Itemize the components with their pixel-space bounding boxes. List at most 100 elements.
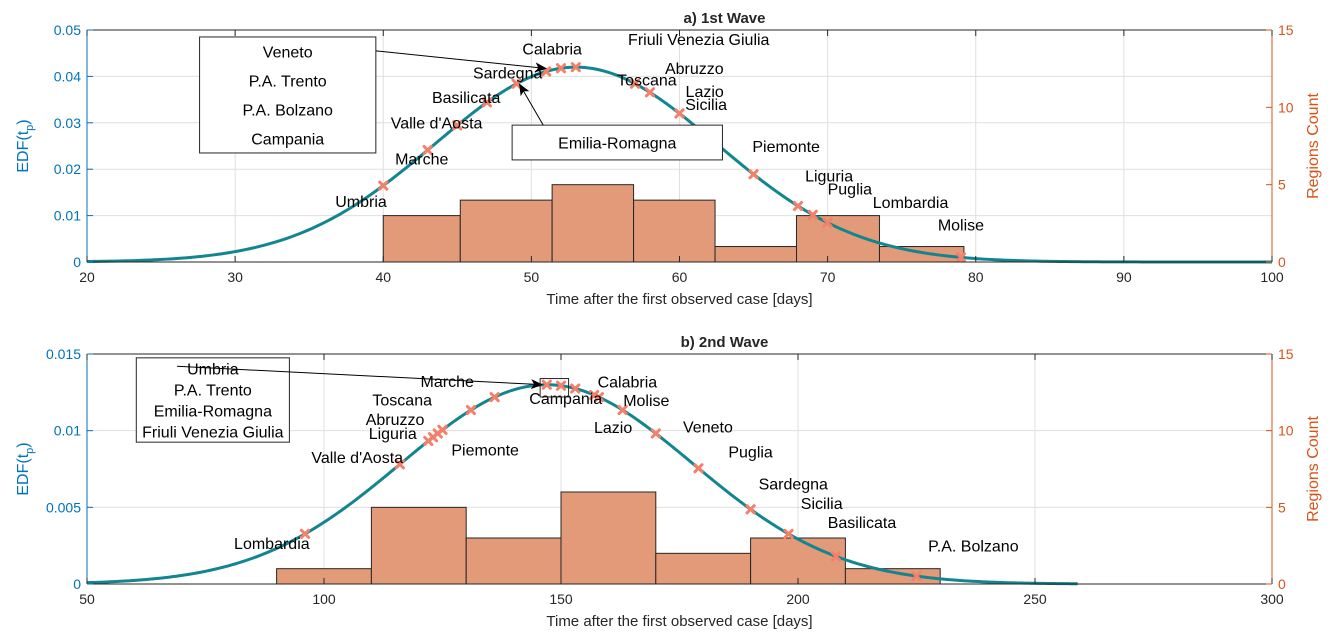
region-label: Lazio bbox=[686, 84, 724, 101]
region-marker bbox=[422, 144, 433, 156]
region-label: P.A. Bolzano bbox=[928, 538, 1019, 555]
region-label: Abruzzo bbox=[665, 61, 724, 78]
region-marker bbox=[452, 120, 463, 131]
region-label: Abruzzo bbox=[366, 412, 425, 429]
region-marker bbox=[693, 463, 704, 474]
region-label: Liguria bbox=[369, 426, 417, 443]
region-label: Toscana bbox=[372, 392, 432, 409]
region-marker bbox=[299, 528, 311, 539]
annotation-box-text: Campania bbox=[251, 131, 324, 148]
chart-first-wave: 20 30 40 50 60 70 80 90 10000.010.020.030.040.05… bbox=[15, 10, 1322, 308]
annotation-box-text: Friuli Venezia Giulia bbox=[142, 425, 284, 442]
annotation-arrow bbox=[519, 83, 544, 126]
region-label: Marche bbox=[395, 152, 448, 169]
x-tick-label: 200 bbox=[786, 591, 810, 607]
annotation-box-text: Emilia-Romagna bbox=[154, 404, 272, 421]
region-marker bbox=[511, 78, 522, 89]
region-marker bbox=[911, 570, 922, 582]
region-marker bbox=[489, 392, 500, 403]
y-tick-label-left: 0.015 bbox=[46, 346, 81, 362]
region-label: Puglia bbox=[828, 182, 873, 199]
region-label: Marche bbox=[421, 374, 474, 391]
y-axis-label-right: Regions Count bbox=[1305, 416, 1322, 522]
region-marker bbox=[555, 63, 567, 74]
region-label: Valle d'Aosta bbox=[391, 115, 483, 132]
annotation-arrow bbox=[177, 365, 544, 390]
region-label: Umbria bbox=[335, 194, 387, 211]
y-tick-label-left: 0.005 bbox=[46, 499, 81, 515]
region-label: Sicilia bbox=[685, 97, 727, 114]
annotation-box bbox=[199, 36, 377, 154]
histogram-bar bbox=[878, 246, 965, 263]
region-marker bbox=[437, 424, 448, 435]
y-tick-label-left: 0 bbox=[73, 576, 81, 592]
annotation-box-text: Umbria bbox=[187, 361, 239, 378]
region-label: Sicilia bbox=[801, 496, 843, 513]
region-label: Sardegna bbox=[759, 477, 828, 494]
x-tick-label: 50 bbox=[79, 591, 95, 607]
y-tick-label-left: 0.01 bbox=[54, 423, 81, 439]
histogram-bar bbox=[655, 552, 752, 585]
x-axis-label: Time after the first observed case [days… bbox=[546, 613, 812, 630]
region-marker bbox=[570, 62, 581, 73]
histogram-bar bbox=[750, 537, 846, 585]
y-tick-label-right: 5 bbox=[1278, 177, 1286, 193]
region-marker bbox=[378, 180, 389, 191]
edf-curve bbox=[86, 383, 1078, 586]
region-marker bbox=[570, 383, 581, 394]
x-tick-label: 100 bbox=[1260, 269, 1284, 285]
annotation-arrow bbox=[375, 50, 548, 73]
region-label: Veneto bbox=[683, 420, 733, 437]
region-marker bbox=[745, 504, 756, 515]
region-label: Lombardia bbox=[873, 195, 949, 212]
region-label: Friuli Venezia Giulia bbox=[628, 32, 770, 49]
region-label: Calabria bbox=[522, 42, 582, 59]
chart-title: a) 1st Wave bbox=[684, 10, 766, 27]
x-tick-label: 300 bbox=[1260, 591, 1284, 607]
y-tick-label-left: 0.05 bbox=[54, 22, 81, 38]
x-tick-label: 60 bbox=[672, 269, 688, 285]
region-marker bbox=[792, 200, 804, 212]
histogram-bar bbox=[560, 491, 657, 585]
annotation-box bbox=[135, 357, 290, 443]
y-label-close: ) bbox=[15, 119, 32, 124]
x-tick-label: 50 bbox=[524, 269, 540, 285]
x-tick-label: 150 bbox=[549, 591, 573, 607]
region-marker bbox=[629, 78, 641, 89]
histogram-bar bbox=[459, 199, 553, 263]
region-label: Valle d'Aosta bbox=[311, 450, 403, 467]
chart-second-wave: 50 100 150 200 250 30000.0050.010.015051015b)… bbox=[15, 334, 1322, 630]
region-label: Toscana bbox=[617, 73, 677, 90]
region-marker bbox=[748, 169, 759, 180]
histogram-bar bbox=[633, 199, 716, 263]
annotation-box-text: P.A. Trento bbox=[249, 73, 327, 90]
annotation-box bbox=[539, 378, 570, 398]
y-axis-label-right: Regions Count bbox=[1305, 93, 1322, 199]
y-tick-label-left: 0.03 bbox=[54, 115, 81, 131]
y-tick-label-left: 0.04 bbox=[54, 68, 81, 84]
x-tick-label: 250 bbox=[1023, 591, 1047, 607]
region-marker bbox=[541, 379, 552, 390]
region-label: Basilicata bbox=[828, 515, 897, 532]
region-marker bbox=[650, 428, 661, 439]
region-label: Molise bbox=[938, 217, 984, 234]
region-label: Piemonte bbox=[752, 139, 820, 156]
region-label: Basilicata bbox=[432, 90, 501, 107]
region-marker bbox=[830, 551, 842, 562]
y-label-main: EDF(t bbox=[15, 130, 32, 172]
histogram-bar bbox=[465, 537, 562, 585]
region-marker bbox=[465, 404, 477, 416]
x-tick-label: 20 bbox=[79, 269, 95, 285]
histogram-bar bbox=[370, 506, 467, 585]
chart-title: b) 2nd Wave bbox=[681, 334, 769, 351]
region-marker bbox=[674, 108, 685, 119]
annotation-box bbox=[511, 124, 723, 161]
y-label-main: EDF(t bbox=[15, 453, 32, 495]
x-tick-label: 70 bbox=[820, 269, 836, 285]
y-label-subscript: p bbox=[24, 125, 36, 131]
x-tick-label: 80 bbox=[968, 269, 984, 285]
y-tick-label-right: 0 bbox=[1278, 254, 1286, 270]
region-label: Puglia bbox=[728, 445, 773, 462]
region-marker bbox=[481, 97, 493, 108]
